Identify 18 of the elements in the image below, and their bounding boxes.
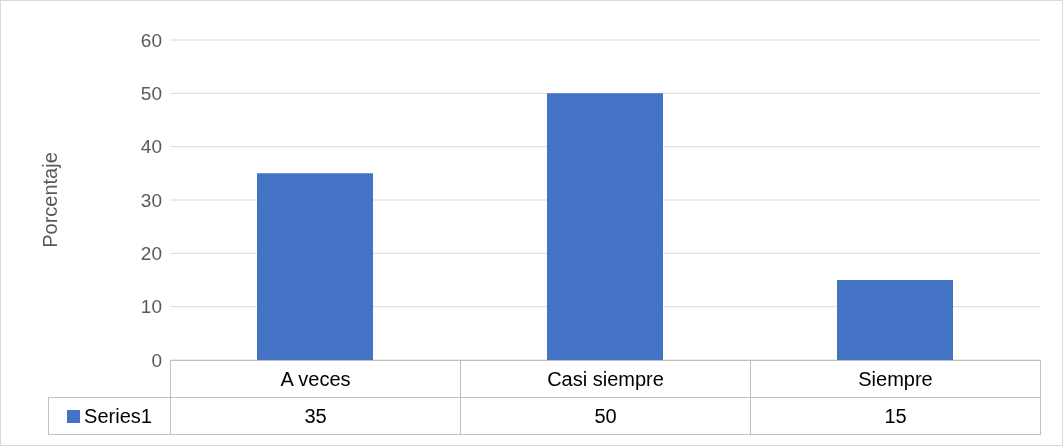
y-tick-label: 0 [151,349,162,371]
data-label: 15 [750,397,1041,435]
y-tick-label: 60 [140,29,162,51]
bar [257,173,373,360]
y-tick-label: 10 [140,296,162,318]
x-tick-label: Siempre [750,360,1041,398]
x-tick-label: A veces [170,360,461,398]
data-label: 50 [460,397,751,435]
y-tick-label: 50 [140,83,162,105]
y-tick-label: 30 [140,189,162,211]
x-tick-label: Casi siempre [460,360,751,398]
y-axis-title: Porcentaje [39,152,62,248]
bar [547,93,663,360]
y-tick-label: 40 [140,136,162,158]
y-tick-label: 20 [140,243,162,265]
bar [837,280,953,360]
data-label: 35 [170,397,461,435]
legend-label: Series1 [83,404,152,428]
